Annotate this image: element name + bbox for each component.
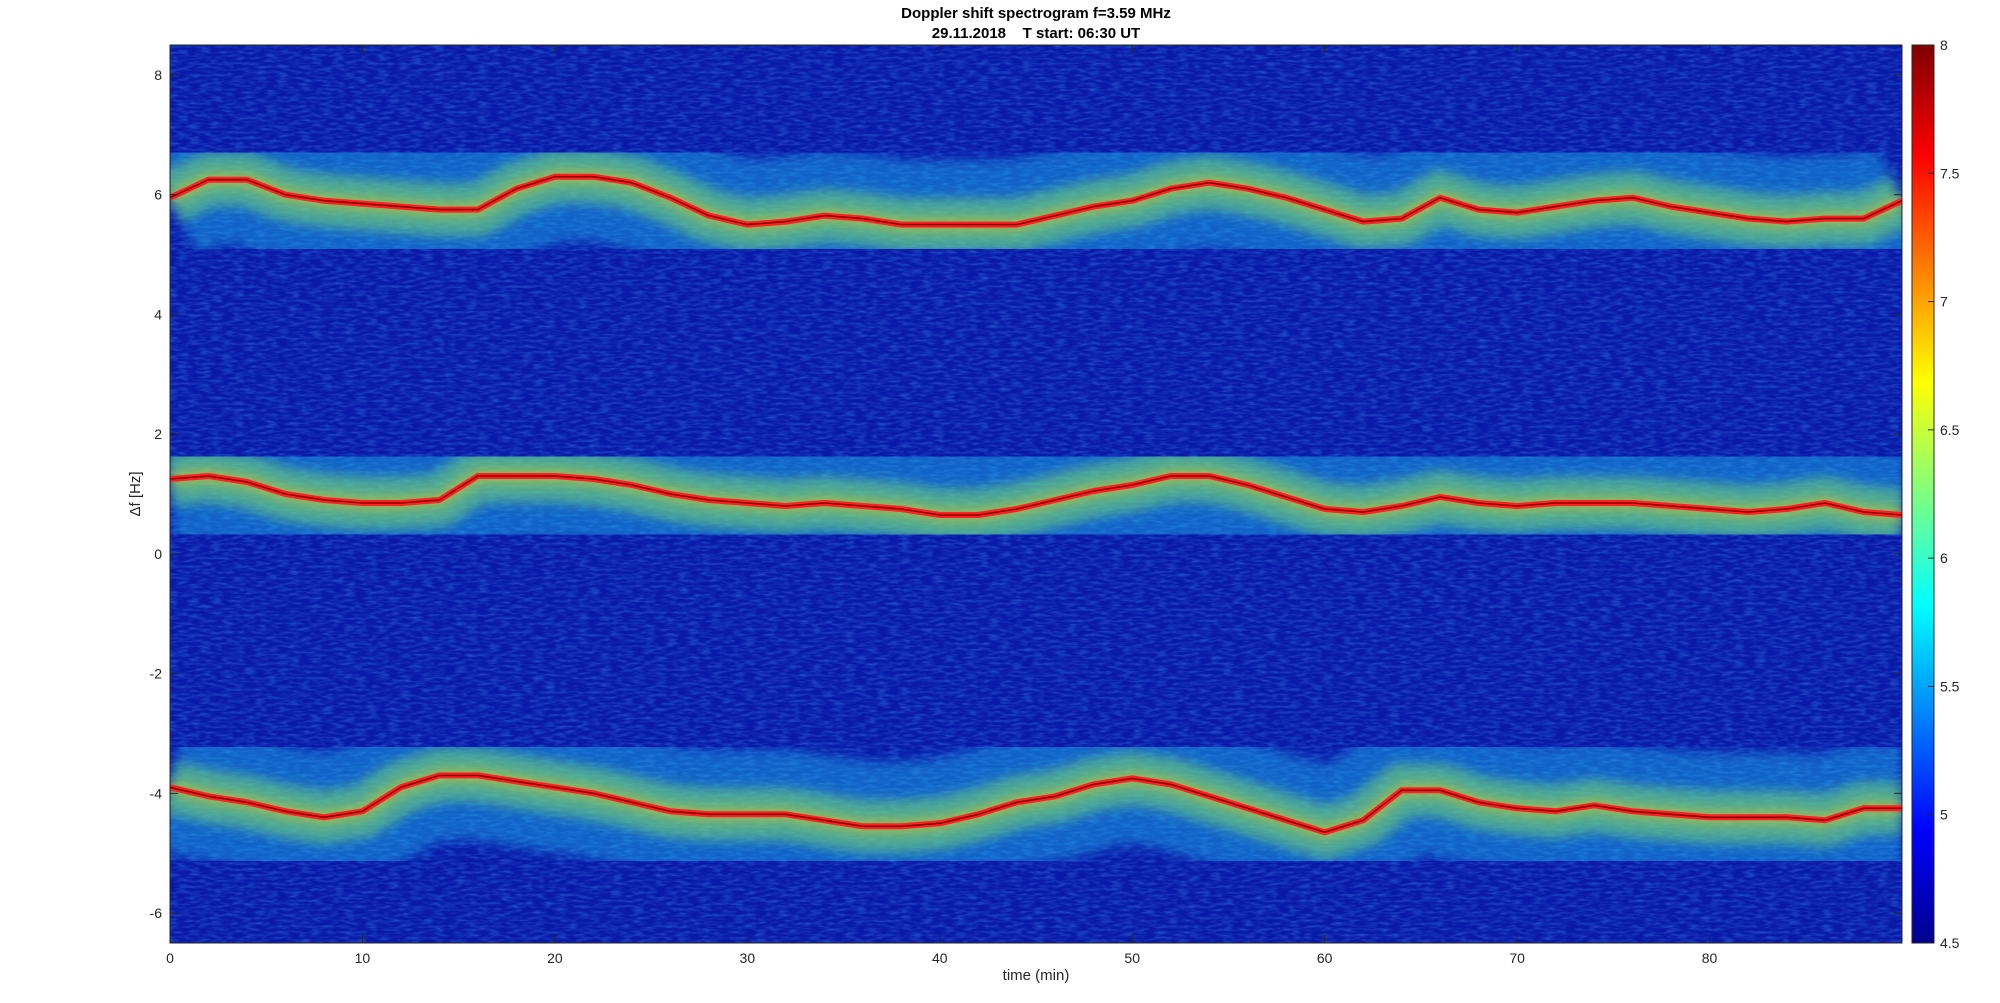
- signal-trace-peak: [170, 475, 1902, 516]
- plot-area: [170, 45, 1902, 943]
- colorbar: [1911, 44, 1935, 944]
- colorbar-tick-label: 5.5: [1940, 678, 1960, 694]
- colorbar-tick-label: 4.5: [1940, 935, 1960, 951]
- y-tick-label: -4: [150, 785, 163, 801]
- x-tick-label: 30: [740, 950, 756, 966]
- colorbar-tick-label: 7: [1940, 294, 1948, 310]
- signal-trace-peak: [170, 774, 1902, 833]
- x-tick-label: 70: [1509, 950, 1525, 966]
- chart-title: Doppler shift spectrogram f=3.59 MHz: [901, 5, 1171, 22]
- x-axis-ticks: 0 10 20 30 40 50 60 70 80: [166, 45, 1718, 966]
- x-tick-label: 20: [547, 950, 563, 966]
- colorbar-tick-label: 6: [1940, 550, 1948, 566]
- x-axis-label: time (min): [1003, 967, 1070, 984]
- x-tick-label: 60: [1317, 950, 1333, 966]
- x-tick-label: 40: [932, 950, 948, 966]
- plot-frame: [169, 44, 1903, 944]
- signal-traces: [170, 173, 1902, 836]
- colorbar-ticks: 4.5 5 5.5 6 6.5 7 7.5 8: [1928, 37, 1960, 951]
- x-tick-label: 10: [355, 950, 371, 966]
- x-tick-label: 50: [1124, 950, 1140, 966]
- x-tick-label: 0: [166, 950, 174, 966]
- colorbar-tick-label: 8: [1940, 37, 1948, 53]
- colorbar-tick-label: 7.5: [1940, 165, 1960, 181]
- x-tick-label: 80: [1702, 950, 1718, 966]
- signal-trace-peak: [170, 175, 1902, 226]
- y-tick-label: 4: [154, 306, 162, 322]
- colorbar-tick-label: 5: [1940, 807, 1948, 823]
- chart-subtitle: 29.11.2018 T start: 06:30 UT: [932, 25, 1140, 42]
- colorbar-tick-label: 6.5: [1940, 422, 1960, 438]
- y-tick-label: -6: [150, 905, 163, 921]
- y-axis-ticks: -6 -4 -2 0 2 4 6 8: [150, 67, 1902, 921]
- y-axis-label: Δf [Hz]: [127, 471, 144, 516]
- y-tick-label: 8: [154, 67, 162, 83]
- y-tick-label: 6: [154, 187, 162, 203]
- y-tick-label: 0: [154, 546, 162, 562]
- y-tick-label: -2: [150, 666, 163, 682]
- y-tick-label: 2: [154, 426, 162, 442]
